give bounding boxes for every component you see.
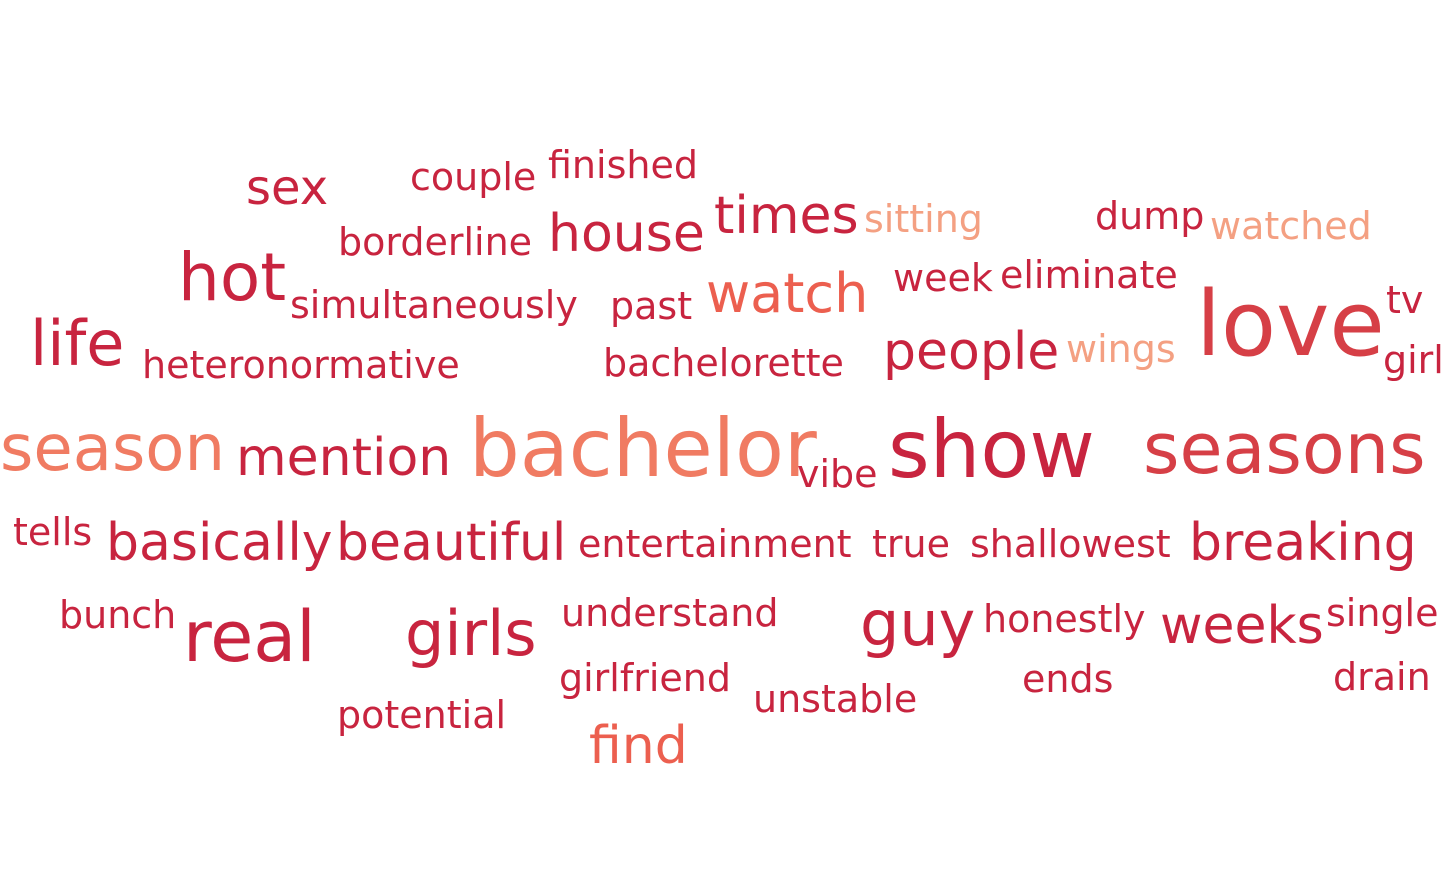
word-life: life — [30, 307, 125, 380]
word-understand: understand — [561, 591, 779, 635]
word-hot: hot — [178, 239, 287, 316]
word-watched: watched — [1210, 204, 1372, 248]
word-bunch: bunch — [59, 593, 177, 637]
word-girlfriend: girlfriend — [559, 656, 732, 700]
word-girl: girl — [1383, 338, 1444, 382]
word-past: past — [610, 284, 693, 328]
word-sex: sex — [246, 160, 329, 216]
word-heteronormative: heteronormative — [142, 343, 460, 387]
word-show: show — [888, 403, 1095, 496]
word-find: find — [589, 716, 688, 776]
word-watch: watch — [706, 262, 869, 325]
word-tv: tv — [1386, 278, 1424, 322]
word-entertainment: entertainment — [578, 522, 852, 566]
word-season: season — [0, 412, 225, 486]
word-breaking: breaking — [1189, 513, 1417, 573]
word-beautiful: beautiful — [336, 513, 567, 573]
word-weeks: weeks — [1160, 596, 1324, 656]
word-basically: basically — [106, 513, 333, 573]
word-people: people — [883, 322, 1060, 382]
word-eliminate: eliminate — [1000, 253, 1178, 297]
word-true: true — [872, 522, 950, 566]
word-girls: girls — [405, 597, 537, 670]
word-bachelor: bachelor — [469, 402, 817, 495]
word-vibe: vibe — [797, 452, 878, 496]
word-times: times — [714, 186, 859, 246]
word-single: single — [1326, 591, 1439, 635]
word-dump: dump — [1095, 194, 1205, 238]
word-love: love — [1196, 272, 1385, 377]
word-seasons: seasons — [1143, 408, 1426, 490]
word-potential: potential — [337, 693, 507, 737]
word-unstable: unstable — [753, 677, 918, 721]
word-wings: wings — [1066, 327, 1176, 371]
word-real: real — [183, 596, 316, 678]
word-honestly: honestly — [983, 597, 1146, 641]
word-week: week — [893, 256, 993, 300]
word-couple: couple — [410, 155, 537, 199]
word-house: house — [548, 204, 705, 264]
word-finished: finished — [548, 143, 698, 187]
word-guy: guy — [860, 587, 976, 660]
word-ends: ends — [1022, 657, 1114, 701]
word-simultaneously: simultaneously — [290, 283, 578, 327]
word-mention: mention — [236, 428, 452, 488]
word-tells: tells — [13, 510, 93, 554]
word-bachelorette: bachelorette — [603, 341, 844, 385]
word-sitting: sitting — [864, 197, 983, 241]
word-drain: drain — [1333, 655, 1431, 699]
word-borderline: borderline — [338, 220, 533, 264]
word-shallowest: shallowest — [970, 522, 1171, 566]
